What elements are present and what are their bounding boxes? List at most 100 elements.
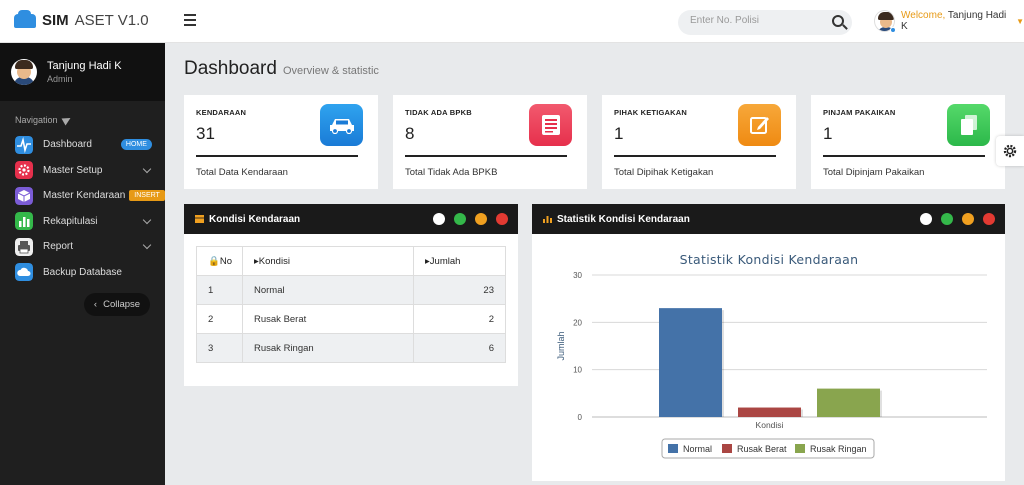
stat-value: 31 (196, 124, 215, 143)
stat-value: 1 (823, 124, 833, 143)
welcome-text: Welcome (901, 10, 943, 21)
search-box (678, 10, 852, 35)
search-icon[interactable] (832, 15, 844, 27)
edit-icon (738, 104, 781, 146)
kondisi-kendaraan-panel: Kondisi Kendaraan 🔒No ▸Kondisi ▸Jumlah 1… (184, 204, 518, 386)
top-bar: SIM ASET V1.0 Welcome, Tanjung Hadi K ▼ (0, 0, 1024, 43)
car-logo-icon (14, 9, 36, 28)
legend-swatch (722, 444, 732, 453)
caret-right-icon: ▸ (254, 255, 259, 267)
document-icon (529, 104, 572, 146)
legend-label: Rusak Ringan (810, 444, 867, 454)
page-heading: Dashboard (184, 58, 277, 79)
close-icon[interactable] (496, 213, 508, 225)
menu-toggle-icon[interactable] (184, 14, 196, 26)
gear-icon (1003, 144, 1017, 158)
sidebar-item-backup-database[interactable]: Backup Database (0, 260, 165, 286)
brand-name-bold: SIM (42, 12, 69, 29)
sidebar-profile: Tanjung Hadi K Admin (0, 43, 165, 101)
stat-card-pinjam-pakaikan: PINJAM PAKAIKAN 1 Total Dipinjam Pakaika… (811, 95, 1005, 189)
copy-icon (947, 104, 990, 146)
bar-normal (659, 308, 722, 417)
legend-label: Rusak Berat (737, 444, 787, 454)
legend-swatch (795, 444, 805, 453)
profile-name: Tanjung Hadi K (47, 60, 122, 72)
printer-icon (15, 237, 33, 256)
column-header-kondisi[interactable]: ▸Kondisi (242, 246, 414, 276)
legend-swatch (668, 444, 678, 453)
panel-title: Statistik Kondisi Kendaraan (557, 213, 690, 225)
chevron-down-icon (142, 164, 152, 173)
bar-chart-icon (543, 216, 552, 223)
y-tick-label: 30 (573, 271, 582, 280)
table-icon (195, 215, 204, 223)
stat-card-kendaraan: KENDARAAN 31 Total Data Kendaraan (184, 95, 378, 189)
profile-role: Admin (47, 74, 73, 84)
page-subtitle: Overview & statistic (282, 65, 379, 77)
sidebar: Tanjung Hadi K Admin Navigation Dashboar… (0, 43, 165, 485)
y-tick-label: 20 (573, 318, 582, 327)
sidebar-item-master-setup[interactable]: Master Setup (0, 158, 165, 184)
avatar (874, 10, 896, 32)
expand-icon[interactable] (920, 213, 932, 225)
online-status-dot (890, 27, 896, 33)
chart-title: Statistik Kondisi Kendaraan (680, 252, 859, 267)
chevron-left-icon: ‹ (93, 299, 98, 310)
cloud-icon (15, 263, 33, 282)
sidebar-item-dashboard[interactable]: Dashboard HOME (0, 132, 165, 158)
y-axis-label: Jumlah (556, 331, 566, 360)
chevron-down-icon (142, 240, 152, 250)
stat-value: 8 (405, 124, 415, 143)
bar-rusak-ringan (817, 388, 880, 417)
user-name: Tanjung Hadi K (901, 10, 1007, 32)
caret-down-icon: ▼ (1016, 16, 1024, 26)
bar-rusak-berat (738, 407, 801, 417)
y-tick-label: 10 (573, 366, 582, 375)
lock-icon: 🔒 (208, 255, 220, 267)
settings-tab[interactable] (996, 136, 1024, 166)
legend-box (661, 438, 875, 459)
page-title: Dashboard Overview & statistic (184, 58, 379, 80)
column-header-no[interactable]: 🔒No (196, 246, 243, 276)
sidebar-item-master-kendaraan[interactable]: Master Kendaraan INSERT (0, 183, 165, 209)
profile-avatar (11, 59, 37, 85)
sidebar-item-report[interactable]: Report (0, 234, 165, 260)
pulse-icon (15, 135, 33, 154)
panel-header: Kondisi Kendaraan (184, 204, 518, 234)
refresh-icon[interactable] (454, 213, 466, 225)
statistik-panel: Statistik Kondisi Kendaraan Statistik Ko… (532, 204, 1005, 481)
table-row: 1 Normal 23 (196, 275, 506, 305)
insert-badge: INSERT (129, 190, 165, 202)
cube-icon (15, 186, 33, 205)
home-badge: HOME (120, 139, 152, 151)
caret-right-icon: ▸ (425, 255, 430, 267)
car-icon (320, 104, 363, 146)
panel-header: Statistik Kondisi Kendaraan (532, 204, 1005, 234)
user-menu[interactable]: Welcome, Tanjung Hadi K ▼ (874, 10, 1024, 32)
table-row: 3 Rusak Ringan 6 (196, 333, 506, 363)
brand-logo[interactable]: SIM ASET V1.0 (14, 9, 149, 29)
chevron-down-icon (142, 215, 152, 224)
sidebar-item-rekapitulasi[interactable]: Rekapitulasi (0, 209, 165, 235)
bar-chart-icon (15, 212, 33, 231)
gear-icon (15, 161, 33, 180)
close-icon[interactable] (983, 213, 995, 225)
stat-value: 1 (614, 124, 624, 143)
stat-card-tidak-ada-bpkb: TIDAK ADA BPKB 8 Total Tidak Ada BPKB (393, 95, 587, 189)
search-input[interactable] (690, 15, 820, 26)
expand-icon[interactable] (433, 213, 445, 225)
stat-card-pihak-ketigakan: PIHAK KETIGAKAN 1 Total Dipihak Ketigaka… (602, 95, 796, 189)
brand-name-version: ASET V1.0 (74, 12, 149, 29)
nav-section-title: Navigation (15, 114, 72, 126)
refresh-icon[interactable] (941, 213, 953, 225)
column-header-jumlah[interactable]: ▸Jumlah (413, 246, 506, 276)
collapse-button[interactable]: ‹ Collapse (84, 293, 150, 316)
panel-title: Kondisi Kendaraan (209, 213, 301, 225)
minimize-icon[interactable] (962, 213, 974, 225)
minimize-icon[interactable] (475, 213, 487, 225)
sidebar-menu: Dashboard HOME Master Setup Master Kenda… (0, 132, 165, 285)
kondisi-table: 🔒No ▸Kondisi ▸Jumlah 1 Normal 23 2 Rusak… (196, 246, 506, 363)
paper-plane-icon (61, 114, 72, 126)
table-row: 2 Rusak Berat 2 (196, 304, 506, 334)
x-tick-label: Kondisi (756, 420, 784, 430)
